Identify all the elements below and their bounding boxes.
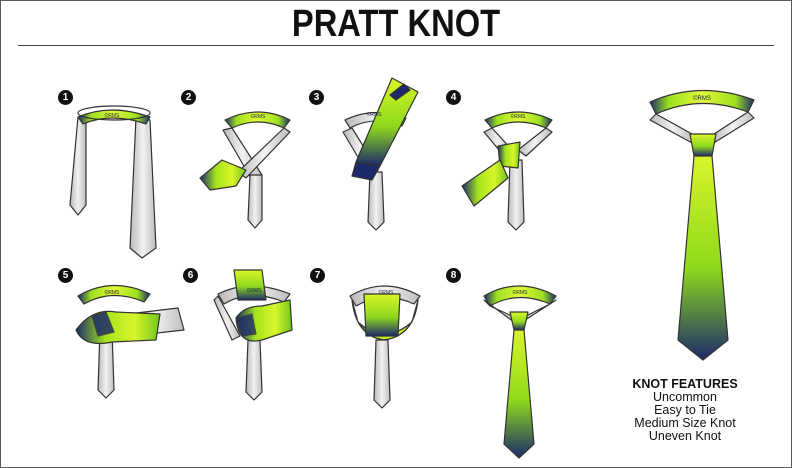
step-7-badge: 7 <box>310 268 325 283</box>
step-8-brand: ©RMS <box>513 289 528 296</box>
feature-item: Easy to Tie <box>654 403 716 417</box>
step-3-brand: ©RMS <box>367 111 382 118</box>
step-5-brand: ©RMS <box>105 289 120 296</box>
page-title: PRATT KNOT <box>291 3 501 45</box>
step-6-badge: 6 <box>183 268 198 283</box>
step-5-badge: 5 <box>58 268 73 283</box>
final-brand: ©RMS <box>693 95 711 102</box>
step-2-badge: 2 <box>181 90 196 105</box>
step-1-illustration: ©RMS <box>69 105 157 259</box>
step-4-brand: ©RMS <box>511 113 526 120</box>
final-knot-illustration: ©RMS <box>649 89 755 361</box>
step-8-illustration: ©RMS <box>483 285 557 459</box>
step-4-illustration: ©RMS <box>461 111 553 231</box>
knot-features: KNOT FEATURES Uncommon Easy to Tie Mediu… <box>620 378 750 443</box>
feature-item: Uneven Knot <box>648 429 722 443</box>
feature-item: Medium Size Knot <box>634 416 736 430</box>
feature-item: Uncommon <box>653 390 717 404</box>
title-divider <box>18 45 774 46</box>
step-2-brand: ©RMS <box>251 113 266 120</box>
step-1-badge: 1 <box>58 90 73 105</box>
step-5-illustration: ©RMS <box>75 284 185 399</box>
step-7-illustration: ©RMS <box>349 285 421 409</box>
step-6-brand: ©RMS <box>247 287 262 294</box>
features-heading: KNOT FEATURES <box>632 377 738 391</box>
step-6-illustration: ©RMS <box>213 269 293 401</box>
step-3-illustration: ©RMS <box>342 77 419 231</box>
step-8-badge: 8 <box>446 268 461 283</box>
step-3-badge: 3 <box>309 90 324 105</box>
step-4-badge: 4 <box>446 90 461 105</box>
step-1-brand: ©RMS <box>105 112 120 119</box>
step-2-illustration: ©RMS <box>199 111 291 229</box>
step-7-brand: ©RMS <box>379 289 394 296</box>
